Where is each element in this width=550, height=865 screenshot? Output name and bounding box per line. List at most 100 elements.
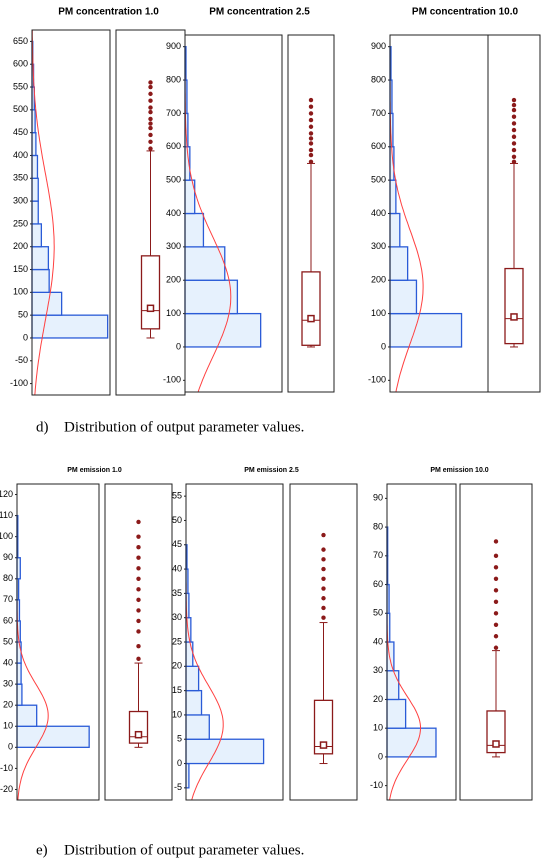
outlier [308, 117, 314, 123]
y-tick-label: 20 [172, 661, 182, 671]
outlier [308, 97, 314, 103]
histogram-bar [185, 738, 265, 765]
y-tick-label: 450 [13, 127, 28, 137]
histogram-bar [31, 246, 50, 271]
y-tick-label: 300 [13, 195, 28, 205]
y-tick-label: 30 [373, 665, 383, 675]
boxplot-frame [459, 483, 533, 801]
histogram-bar [16, 662, 22, 685]
outlier [148, 98, 153, 103]
histogram-bar [31, 223, 43, 248]
y-tick-label: -100 [368, 375, 386, 385]
outlier [308, 141, 314, 146]
histogram-bar [389, 312, 463, 348]
y-tick-label: 40 [373, 636, 383, 646]
outlier [148, 121, 153, 126]
outlier [136, 608, 141, 613]
histogram-bar [184, 279, 239, 315]
outlier [148, 125, 153, 131]
outlier [136, 545, 141, 550]
mean-marker [307, 314, 315, 323]
outlier [148, 146, 153, 151]
outlier [148, 84, 153, 90]
chart-title: PM concentration 1.0 [58, 7, 159, 18]
y-tick-label: -100 [10, 378, 28, 388]
outlier [136, 587, 141, 592]
y-tick-label: 300 [166, 241, 181, 251]
outlier [148, 116, 153, 122]
histogram-bar [389, 179, 397, 215]
mean-marker [134, 730, 143, 739]
outlier [136, 566, 141, 571]
y-tick-label: 30 [3, 679, 13, 689]
outlier [321, 605, 326, 611]
histogram-frame [31, 29, 111, 396]
mean-marker [319, 741, 328, 749]
histogram-bar [185, 665, 200, 692]
y-tick-label: 30 [172, 612, 182, 622]
outlier [136, 618, 141, 624]
y-tick-label: -10 [0, 763, 13, 773]
outlier [321, 576, 326, 581]
y-tick-label: 100 [0, 531, 13, 541]
mean-marker [492, 740, 500, 748]
y-tick-label: 20 [373, 694, 383, 704]
y-tick-label: 50 [18, 310, 28, 320]
y-tick-label: 60 [373, 579, 383, 589]
histogram-bar [184, 212, 205, 248]
y-tick-label: 40 [172, 563, 182, 573]
outlier [308, 104, 314, 109]
y-tick-label: 60 [3, 615, 13, 625]
outlier [321, 566, 326, 572]
histogram-bar [389, 246, 409, 281]
chart-title: PM emission 2.5 [244, 467, 299, 474]
box [140, 255, 161, 330]
outlier [511, 159, 517, 164]
box [301, 271, 321, 346]
outlier [321, 547, 326, 552]
outlier [308, 159, 314, 164]
outlier [321, 615, 326, 620]
y-tick-label: 550 [13, 81, 28, 91]
caption-label: d) [36, 419, 49, 435]
outlier [511, 121, 517, 126]
outlier [148, 109, 153, 115]
outlier [511, 97, 517, 103]
outlier [493, 553, 499, 559]
box [504, 267, 524, 345]
y-tick-label: 5 [177, 734, 182, 744]
y-tick-label: 400 [371, 208, 386, 218]
y-tick-label: 40 [3, 657, 13, 667]
y-tick-label: 120 [0, 489, 13, 499]
y-tick-label: 400 [13, 150, 28, 160]
y-tick-label: 70 [373, 550, 383, 560]
outlier [148, 80, 153, 85]
y-tick-label: 90 [373, 493, 383, 503]
y-tick-label: 50 [172, 515, 182, 525]
histogram-bar [16, 704, 38, 727]
outlier [511, 147, 517, 153]
outlier [511, 134, 517, 139]
histogram-bar [386, 670, 400, 701]
outlier [493, 611, 499, 616]
y-tick-label: 400 [166, 208, 181, 218]
outlier [308, 136, 314, 141]
caption-text: Distribution of output parameter values. [64, 419, 304, 435]
outlier [493, 599, 499, 604]
histogram-bar [31, 132, 37, 157]
histogram-frame [185, 483, 284, 801]
outlier [321, 557, 326, 562]
y-tick-label: 45 [172, 539, 182, 549]
histogram-bar [386, 698, 407, 729]
y-tick-label: 100 [371, 308, 386, 318]
outlier [511, 107, 517, 113]
outlier [148, 91, 153, 97]
outlier [136, 629, 141, 634]
chart-title: PM emission 1.0 [67, 467, 122, 474]
histogram-bar [16, 725, 90, 748]
y-tick-label: -5 [174, 782, 182, 792]
y-tick-label: 10 [3, 721, 13, 731]
box [128, 710, 149, 744]
y-tick-label: 80 [3, 573, 13, 583]
